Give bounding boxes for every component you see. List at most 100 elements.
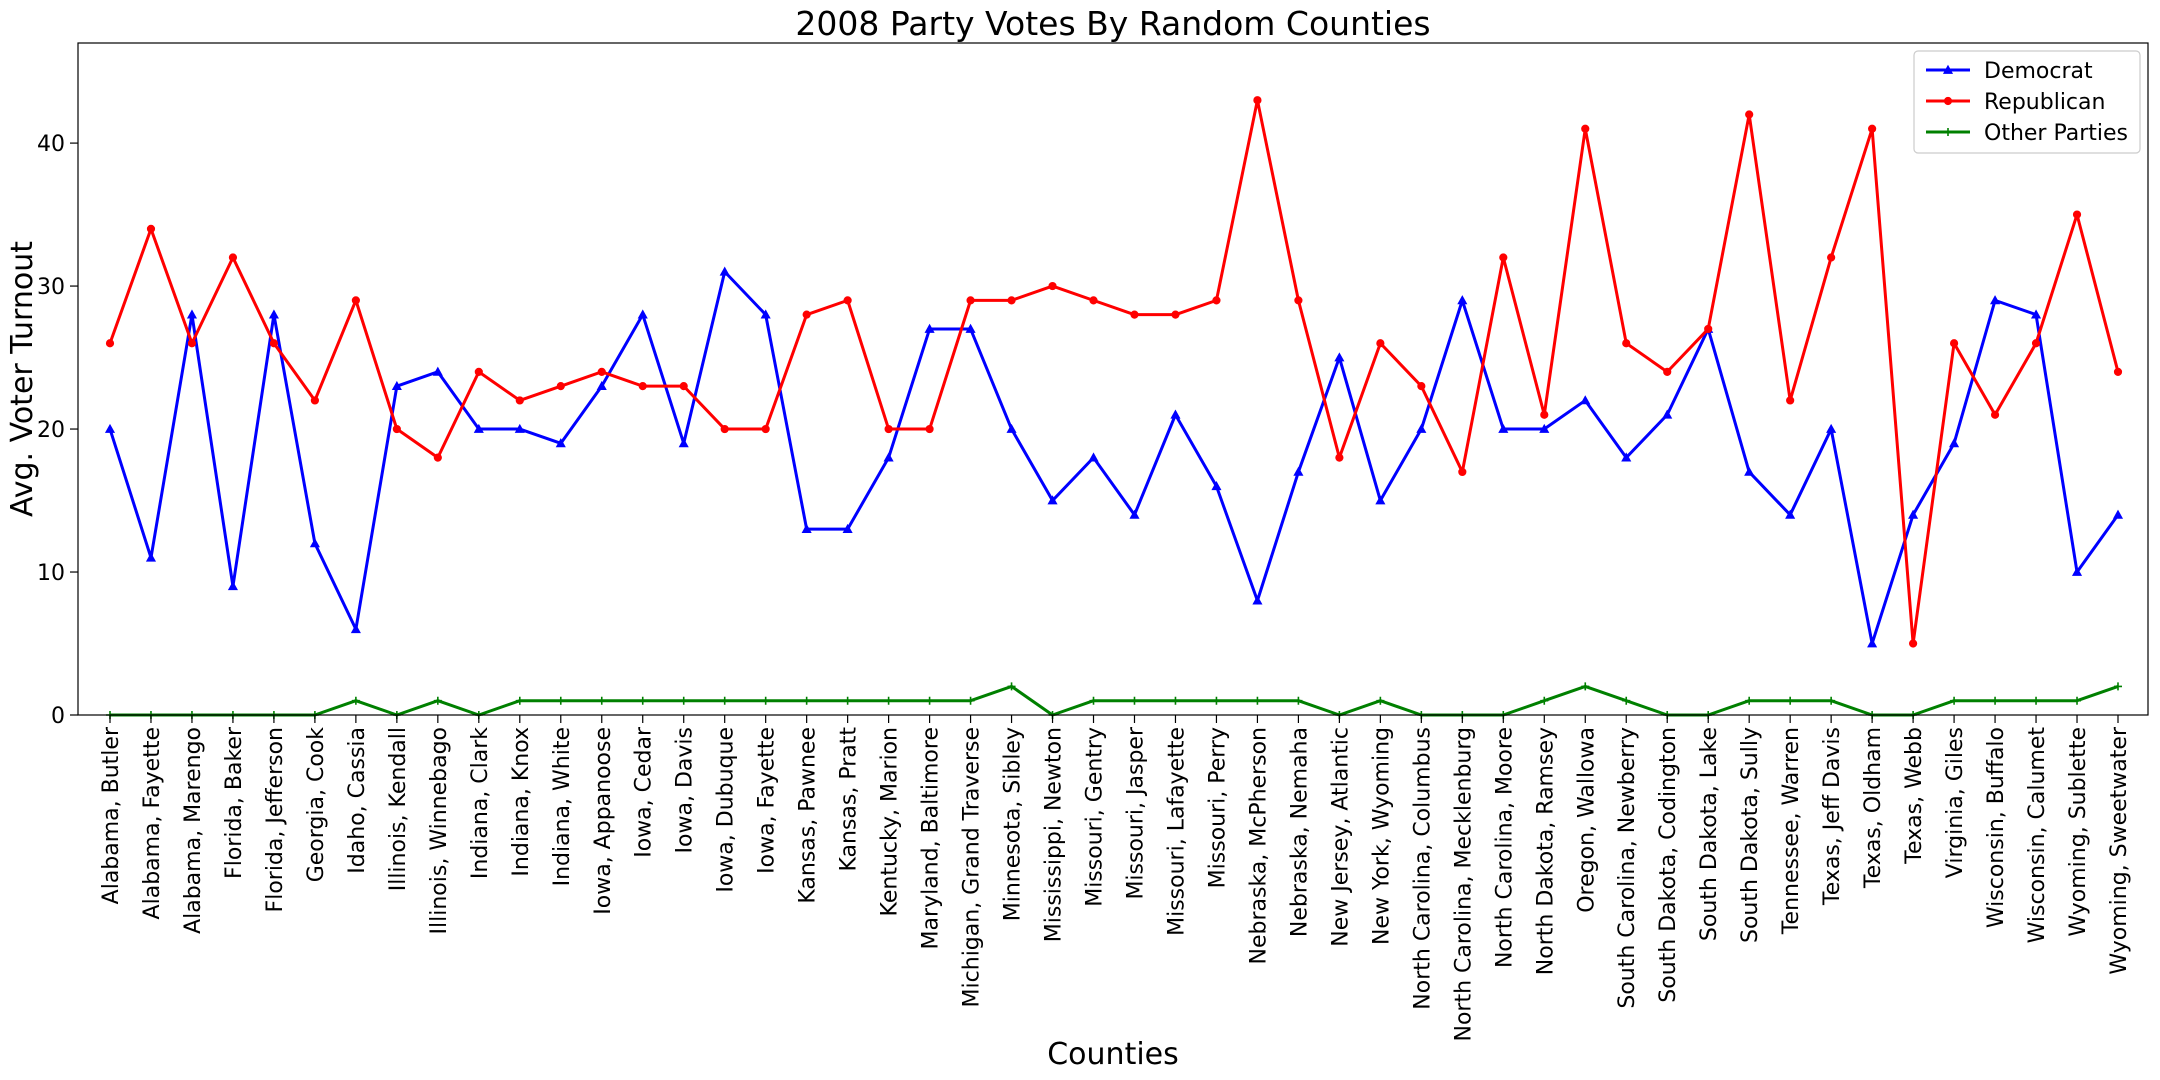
x-tick-label: South Carolina, Newberry [1615, 727, 1640, 1009]
x-tick-label: Alabama, Fayette [140, 727, 165, 919]
data-point [1171, 310, 1180, 319]
y-tick-label: 20 [37, 418, 65, 443]
data-point [2032, 696, 2041, 705]
data-point [1212, 696, 1221, 705]
data-point [720, 696, 729, 705]
x-tick-label: Iowa, Davis [673, 727, 698, 853]
data-point [1908, 509, 1919, 519]
x-tick-label: Idaho, Cassia [345, 727, 370, 874]
plot-area [104, 96, 2124, 719]
data-point [1130, 310, 1139, 319]
legend-item: Republican [1926, 90, 2105, 115]
data-point [1662, 409, 1673, 419]
data-point [1417, 382, 1426, 391]
data-point [1785, 509, 1796, 519]
data-point [597, 367, 606, 376]
data-point [1458, 467, 1467, 477]
data-point [1826, 423, 1837, 433]
data-point [925, 696, 934, 705]
x-tick-label: Tennessee, Warren [1779, 727, 1804, 935]
x-tick-label: Maryland, Baltimore [919, 727, 944, 949]
data-point [842, 523, 853, 533]
data-point [1007, 296, 1016, 305]
data-point [351, 296, 360, 305]
data-point [392, 424, 401, 434]
data-point [966, 296, 975, 305]
x-tick-label: Florida, Jefferson [263, 727, 288, 912]
data-point [1827, 696, 1836, 705]
x-tick-label: Wyoming, Sublette [2066, 727, 2091, 937]
data-point [638, 382, 647, 391]
data-point [1621, 452, 1632, 462]
data-point [801, 523, 812, 533]
data-point [596, 380, 607, 391]
data-point [678, 438, 689, 448]
data-point [638, 696, 647, 705]
data-point [515, 696, 524, 705]
data-point [637, 309, 648, 319]
series-democrat [104, 266, 2124, 648]
data-point [1827, 253, 1836, 262]
data-point [1457, 295, 1468, 305]
data-point [1663, 367, 1672, 376]
x-tick-label: South Dakota, Codington [1656, 727, 1681, 1003]
data-point [1943, 96, 1953, 106]
data-point [883, 452, 894, 462]
data-point [761, 696, 770, 705]
data-point [1048, 281, 1057, 291]
data-point [1335, 453, 1344, 462]
data-point [1252, 595, 1263, 605]
data-point [966, 696, 975, 705]
legend-label: Democrat [1984, 59, 2093, 84]
x-tick-label: Nebraska, Nemaha [1287, 727, 1312, 937]
data-point [1376, 339, 1385, 348]
series-line [108, 98, 2120, 646]
data-point [1416, 423, 1427, 433]
data-point [2073, 696, 2082, 705]
x-tick-label: South Dakota, Lake [1697, 727, 1722, 941]
data-point [1171, 696, 1180, 705]
x-tick-label: Iowa, Dubuque [714, 727, 739, 893]
data-point [1744, 466, 1755, 476]
x-axis-title: Counties [1047, 1037, 1179, 1072]
data-point [884, 696, 893, 705]
legend-item: Other Parties [1926, 121, 2128, 146]
y-tick-label: 0 [51, 704, 65, 729]
x-tick-label: North Carolina, Mecklenburg [1451, 727, 1476, 1042]
data-point [1704, 324, 1713, 334]
x-tick-label: South Dakota, Sully [1738, 727, 1763, 943]
y-axis-title: Avg. Voter Turnout [5, 241, 40, 517]
x-tick-label: Texas, Jeff Davis [1820, 727, 1845, 906]
data-point [1499, 253, 1508, 262]
data-point [679, 382, 688, 391]
data-point [310, 396, 319, 405]
x-tick-label: Wyoming, Sweetwater [2107, 726, 2132, 975]
x-axis: Alabama, Butler Alabama, Fayette Alabama, … [99, 715, 2132, 1042]
x-tick-label: Indiana, White [550, 727, 575, 886]
x-tick-label: New York, Wyoming [1369, 727, 1394, 945]
data-point [965, 323, 976, 333]
data-point [1868, 124, 1877, 133]
data-point [924, 323, 935, 333]
data-point [2112, 509, 2124, 519]
x-tick-label: Texas, Webb [1902, 727, 1927, 865]
data-point [1745, 696, 1754, 705]
x-tick-label: Alabama, Butler [99, 726, 124, 904]
data-point [843, 296, 852, 305]
plot-frame [77, 42, 2149, 716]
data-point [1944, 128, 1952, 136]
data-point [473, 423, 484, 433]
series-line [110, 684, 2119, 717]
data-point [1745, 110, 1754, 119]
x-tick-label: Iowa, Fayette [755, 727, 780, 874]
data-point [268, 309, 279, 319]
data-point [1539, 423, 1550, 433]
x-tick-label: Kentucky, Marion [878, 727, 903, 916]
x-tick-label: Oregon, Wallowa [1574, 727, 1599, 913]
data-point [679, 696, 688, 705]
x-tick-label: Missouri, Gentry [1083, 727, 1108, 907]
x-tick-label: Mississippi, Newton [1042, 727, 1067, 942]
data-point [351, 696, 360, 705]
data-point [2030, 309, 2042, 319]
legend-label: Republican [1984, 90, 2105, 115]
